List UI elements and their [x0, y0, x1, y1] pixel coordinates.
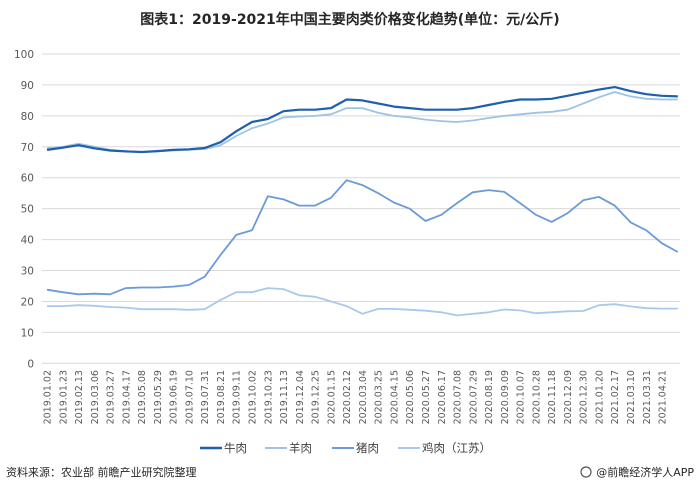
x-tick-label: 2019.12.25: [311, 370, 322, 424]
y-axis: 0 10 20 30 40 50 60 70 80 90 100: [14, 49, 34, 370]
x-tick-label: 2020.07.29: [468, 370, 479, 424]
legend-item: 羊肉: [265, 441, 312, 455]
brand: @前瞻经济学人APP: [580, 465, 694, 479]
chart-title: 图表1：2019-2021年中国主要肉类价格变化趋势(单位：元/公斤): [140, 11, 559, 28]
x-tick-label: 2020.09.09: [500, 370, 511, 424]
x-tick-label: 2020.12.30: [579, 370, 590, 424]
series-line-3: [47, 287, 678, 317]
x-tick-label: 2020.08.19: [484, 370, 495, 424]
x-axis: 2019.01.02 2019.01.23 2019.02.13 2019.03.06…: [43, 370, 669, 424]
x-tick-label: 2019.03.06: [90, 370, 101, 424]
x-tick-label: 2019.08.21: [216, 370, 227, 424]
y-tick-label: 0: [27, 358, 34, 370]
y-tick-label: 20: [21, 296, 34, 308]
x-tick-label: 2019.01.23: [58, 370, 69, 424]
x-tick-label: 2019.01.02: [43, 370, 54, 424]
x-tick-label: 2021.02.17: [610, 370, 621, 424]
x-tick-label: 2020.01.15: [326, 370, 337, 424]
x-tick-label: 2020.02.12: [342, 370, 353, 424]
gridlines: [42, 53, 680, 364]
series-lines: [46, 85, 679, 317]
legend-label: 牛肉: [224, 441, 247, 455]
legend-item: 牛肉: [200, 441, 247, 455]
x-tick-label: 2020.12.09: [563, 370, 574, 424]
x-tick-label: 2019.05.29: [153, 370, 164, 424]
series-line-0: [46, 85, 678, 154]
y-tick-label: 30: [21, 266, 34, 278]
x-tick-label: 2019.10.23: [263, 370, 274, 424]
x-tick-label: 2019.10.02: [248, 370, 259, 424]
x-tick-label: 2019.04.17: [121, 370, 132, 424]
legend-item: 猪肉: [332, 441, 379, 455]
y-tick-label: 50: [21, 204, 34, 216]
x-tick-label: 2019.03.27: [106, 370, 117, 424]
x-tick-label: 2020.07.08: [453, 370, 464, 424]
x-tick-label: 2020.06.17: [437, 370, 448, 424]
y-tick-label: 10: [21, 327, 34, 339]
y-tick-label: 70: [21, 142, 34, 154]
x-tick-label: 2019.12.04: [295, 370, 306, 424]
x-tick-label: 2019.11.13: [279, 370, 290, 424]
x-tick-label: 2020.05.27: [421, 370, 432, 424]
x-tick-label: 2021.03.10: [626, 370, 637, 424]
y-tick-label: 100: [14, 49, 34, 61]
legend-label: 猪肉: [356, 441, 379, 455]
legend: 牛肉 羊肉 猪肉 鸡肉（江苏）: [200, 441, 491, 455]
brand-text: @前瞻经济学人APP: [596, 465, 694, 479]
x-tick-label: 2021.04.21: [658, 370, 669, 424]
y-tick-label: 60: [21, 173, 34, 185]
x-tick-label: 2020.04.15: [389, 370, 400, 424]
x-tick-label: 2020.10.07: [516, 370, 527, 424]
x-tick-label: 2019.02.13: [74, 370, 85, 424]
x-tick-label: 2021.03.31: [642, 370, 653, 424]
x-tick-label: 2019.09.11: [232, 370, 243, 424]
x-tick-label: 2020.03.25: [374, 370, 385, 424]
x-tick-label: 2020.05.06: [405, 370, 416, 424]
legend-label: 羊肉: [289, 441, 312, 455]
legend-item: 鸡肉（江苏）: [398, 441, 491, 455]
x-tick-label: 2019.07.31: [200, 370, 211, 424]
legend-label: 鸡肉（江苏）: [422, 441, 491, 455]
x-tick-label: 2020.10.28: [531, 370, 542, 424]
source-note: 资料来源：农业部 前瞻产业研究院整理: [6, 465, 197, 479]
y-tick-label: 90: [21, 80, 34, 92]
series-line-2: [46, 179, 679, 296]
y-tick-label: 40: [21, 235, 34, 247]
x-tick-label: 2019.07.10: [184, 370, 195, 424]
brand-logo-icon: [580, 466, 592, 478]
x-tick-label: 2019.06.19: [169, 370, 180, 424]
x-tick-label: 2021.01.20: [594, 370, 605, 424]
x-tick-label: 2020.11.18: [547, 370, 558, 424]
y-tick-label: 80: [21, 111, 34, 123]
x-tick-label: 2019.05.08: [137, 370, 148, 424]
x-tick-label: 2020.03.04: [358, 370, 369, 424]
